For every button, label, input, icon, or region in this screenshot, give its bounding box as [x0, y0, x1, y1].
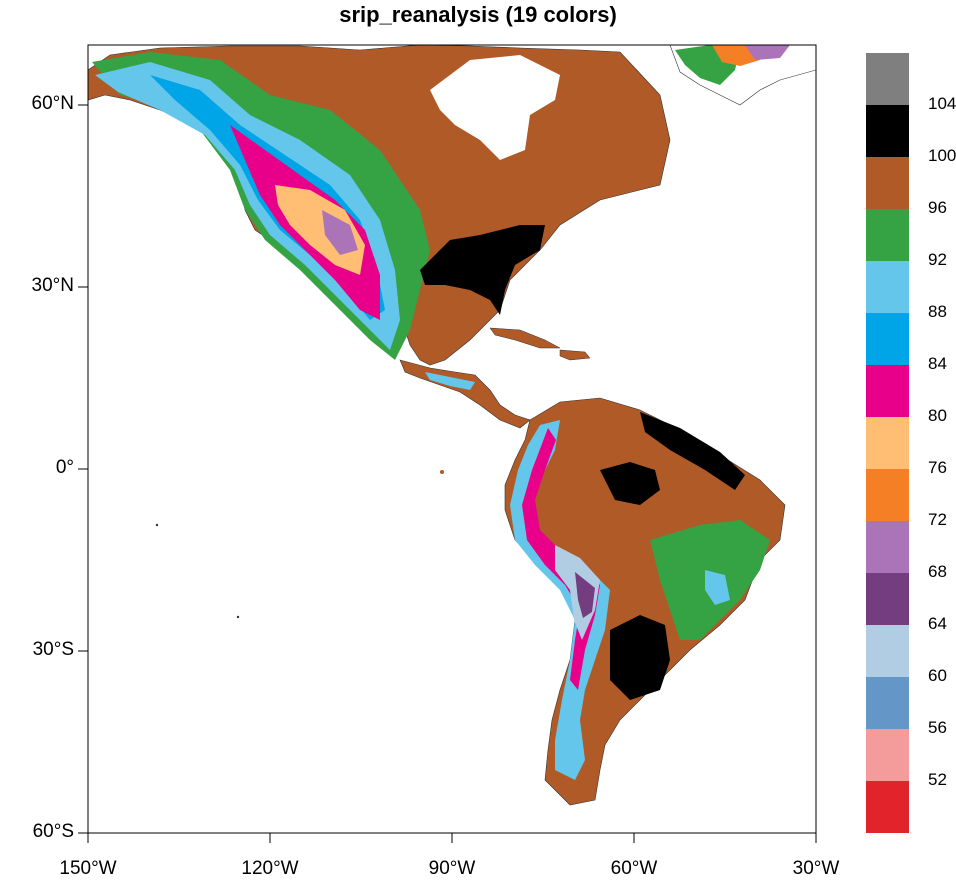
- greenland-purple: [745, 45, 790, 60]
- lat-label-60n: 60°N: [31, 93, 74, 114]
- lon-label-30w: 30°W: [792, 858, 840, 879]
- colorbar-swatch: [866, 729, 909, 781]
- amazon-hot-region: [600, 462, 660, 505]
- lon-label-90w: 90°W: [428, 858, 476, 879]
- colorbar-swatch: [866, 625, 909, 677]
- colorbar-tick-label: 100: [928, 146, 956, 165]
- colorbar-swatch: [866, 365, 909, 417]
- colorbar-swatch: [866, 261, 909, 313]
- colorbar-swatch: [866, 417, 909, 469]
- colorbar-swatch: [866, 781, 909, 833]
- colorbar-swatch: [866, 313, 909, 365]
- colorbar-swatch: [866, 53, 909, 105]
- colorbar-tick-label: 72: [928, 510, 947, 529]
- na-lightblue-band: [95, 62, 400, 350]
- lon-label-60w: 60°W: [610, 858, 658, 879]
- lat-label-60s: 60°S: [32, 821, 74, 842]
- hispaniola-island: [559, 349, 591, 361]
- colorbar: [866, 53, 909, 833]
- lat-label-30n: 30°N: [31, 275, 74, 296]
- map-plot-area: [88, 45, 816, 833]
- galapagos-island: [440, 470, 444, 474]
- colorbar-tick-label: 88: [928, 302, 947, 321]
- colorbar-swatch: [866, 469, 909, 521]
- colorbar-swatch: [866, 105, 909, 157]
- brazil-lightblue-spot: [705, 570, 730, 605]
- lon-label-150w: 150°W: [59, 858, 117, 879]
- pacific-islet: [236, 615, 240, 619]
- central-america-colors: [425, 372, 475, 390]
- colorbar-tick-label: 96: [928, 198, 947, 217]
- colorbar-swatch: [866, 521, 909, 573]
- colorbar-tick-label: 60: [928, 666, 947, 685]
- colorbar-tick-label: 64: [928, 614, 947, 633]
- lat-ticks: [78, 104, 88, 834]
- cuba-island: [489, 327, 561, 349]
- na-purple-core: [322, 210, 358, 255]
- andes-darkpurple: [575, 572, 595, 618]
- colorbar-swatch: [866, 677, 909, 729]
- guiana-coast-hot: [640, 412, 745, 490]
- colorbar-swatch: [866, 209, 909, 261]
- colorbar-tick-label: 104: [928, 94, 956, 113]
- colorbar-swatch: [866, 157, 909, 209]
- colorbar-tick-label: 52: [928, 770, 947, 789]
- colorbar-tick-label: 68: [928, 562, 947, 581]
- lat-label-0: 0°: [55, 457, 74, 478]
- lon-label-120w: 120°W: [241, 858, 299, 879]
- lat-label-30s: 30°S: [32, 639, 74, 660]
- colorbar-tick-label: 76: [928, 458, 947, 477]
- andes-lightblue: [510, 420, 610, 780]
- hudson-bay: [430, 55, 560, 160]
- colorbar-swatch: [866, 573, 909, 625]
- lon-ticks: [87, 833, 817, 843]
- se-us-hot-region: [420, 225, 545, 315]
- colorbar-tick-label: 92: [928, 250, 947, 269]
- colorbar-tick-label: 80: [928, 406, 947, 425]
- colorbar-tick-label: 84: [928, 354, 947, 373]
- colorbar-tick-label: 56: [928, 718, 947, 737]
- paraguay-hot-region: [610, 615, 670, 700]
- pacific-islet: [155, 523, 159, 527]
- map-title: srip_reanalysis (19 colors): [339, 2, 617, 27]
